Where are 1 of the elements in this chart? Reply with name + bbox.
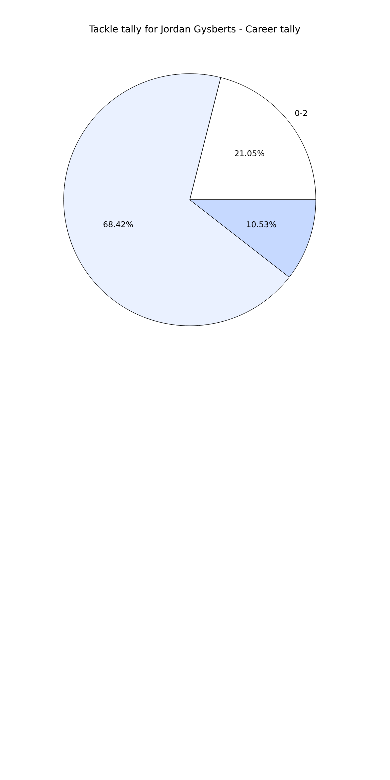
chart-title: Tackle tally for Jordan Gysberts - Career tally <box>89 25 300 35</box>
